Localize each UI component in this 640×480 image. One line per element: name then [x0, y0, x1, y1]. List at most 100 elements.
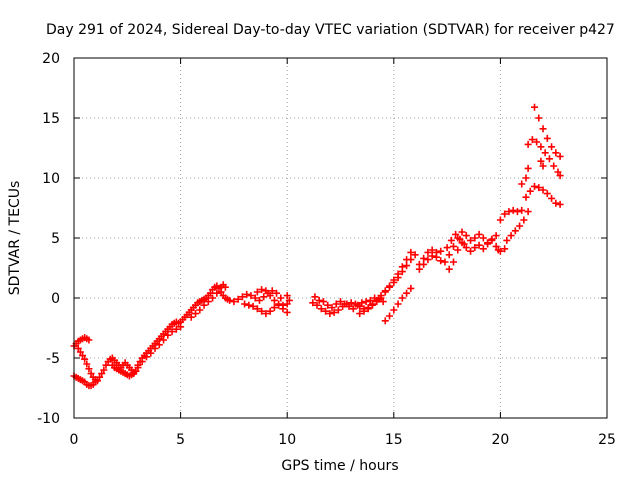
data-point — [85, 336, 93, 344]
data-point — [541, 149, 549, 157]
data-point — [403, 262, 411, 270]
data-point — [479, 245, 487, 253]
data-point — [552, 149, 560, 157]
data-point — [249, 302, 257, 310]
x-tick-label: 10 — [278, 432, 296, 448]
data-point — [445, 265, 453, 273]
data-point — [283, 292, 291, 300]
data-point — [258, 286, 266, 294]
data-point — [196, 306, 204, 314]
data-point — [407, 284, 415, 292]
data-point — [550, 162, 558, 170]
data-point — [379, 298, 387, 306]
data-point — [85, 365, 93, 373]
y-tick-label: 15 — [42, 111, 60, 127]
data-point — [177, 323, 185, 331]
data-point — [98, 370, 106, 378]
data-point — [366, 296, 374, 304]
data-point — [552, 199, 560, 207]
data-point — [548, 194, 556, 202]
data-point — [516, 222, 524, 230]
data-point — [535, 114, 543, 122]
data-point — [403, 256, 411, 264]
data-point — [531, 182, 539, 190]
data-point — [209, 294, 217, 302]
data-point — [373, 298, 381, 306]
data-point — [277, 294, 285, 302]
data-point — [319, 298, 327, 306]
data-point — [187, 313, 195, 321]
data-point — [524, 140, 532, 148]
data-point — [100, 366, 108, 374]
data-point — [358, 299, 366, 307]
data-point — [548, 143, 556, 151]
data-point — [556, 172, 564, 180]
data-point — [492, 242, 500, 250]
data-point — [226, 296, 234, 304]
grid — [74, 58, 607, 418]
data-point — [545, 155, 553, 163]
data-point — [315, 296, 323, 304]
data-point — [462, 232, 470, 240]
data-point — [437, 247, 445, 255]
data-point — [488, 236, 496, 244]
data-point — [317, 305, 325, 313]
data-point — [311, 293, 319, 301]
data-point — [200, 301, 208, 309]
data-point — [424, 256, 432, 264]
data-point — [337, 298, 344, 306]
y-tick-label: 5 — [51, 231, 60, 247]
data-point — [522, 174, 530, 182]
data-point — [554, 168, 562, 176]
data-point — [93, 377, 101, 385]
data-point — [501, 210, 509, 218]
data-point — [258, 307, 266, 315]
x-tick-label: 25 — [598, 432, 616, 448]
data-point — [213, 289, 221, 297]
data-point — [520, 216, 528, 224]
data-point — [407, 248, 415, 256]
data-point — [138, 358, 146, 366]
data-point — [270, 304, 278, 312]
data-point — [386, 282, 394, 290]
x-axis-title: GPS time / hours — [281, 458, 398, 474]
y-tick-labels: -10 -5 0 5 10 15 20 — [37, 51, 60, 427]
data-point — [447, 236, 455, 244]
data-point — [537, 143, 545, 151]
data-point — [543, 134, 551, 142]
data-point — [531, 103, 539, 111]
data-point — [147, 349, 155, 357]
data-point — [234, 295, 242, 303]
data-point — [79, 352, 87, 360]
data-point — [449, 242, 457, 250]
data-point — [522, 193, 530, 201]
y-tick-label: -5 — [46, 351, 60, 367]
data-point — [262, 310, 270, 318]
data-point — [164, 331, 172, 339]
data-point — [437, 257, 445, 265]
data-point — [334, 306, 342, 314]
data-point — [428, 252, 436, 260]
data-point — [247, 292, 255, 300]
data-point — [160, 336, 168, 344]
data-point — [432, 253, 440, 261]
axis-ticks — [73, 57, 608, 419]
data-point — [134, 361, 142, 369]
data-point — [142, 353, 150, 361]
data-point — [328, 304, 336, 312]
x-tick-label: 5 — [176, 432, 185, 448]
y-tick-label: -10 — [37, 411, 60, 427]
data-point — [168, 328, 176, 336]
data-point — [460, 240, 468, 248]
data-point — [322, 307, 330, 315]
data-point — [74, 344, 82, 352]
data-point — [275, 300, 283, 308]
data-point — [266, 307, 274, 315]
data-point — [354, 301, 362, 309]
data-point — [268, 287, 276, 295]
data-point — [456, 235, 464, 243]
data-point — [381, 317, 389, 325]
data-point — [443, 244, 451, 252]
data-point — [501, 245, 509, 253]
